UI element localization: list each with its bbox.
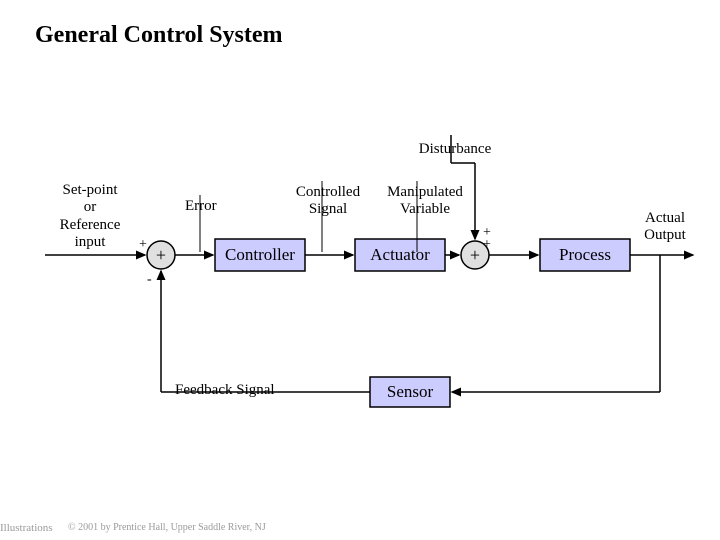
controller-label: Controller (225, 245, 295, 264)
error-label: Error (185, 198, 217, 215)
sum1-minus-sign: - (147, 272, 152, 288)
controlled-signal-label: Controlled Signal (288, 184, 368, 219)
sum1-plus-sign: + (139, 237, 147, 253)
actual-output-label: Actual Output (635, 210, 695, 245)
actuator-label: Actuator (370, 245, 430, 264)
feedback-signal-label: Feedback Signal (175, 382, 275, 399)
sum2-plus-left: + (483, 237, 491, 253)
sensor-label: Sensor (387, 382, 434, 401)
setpoint-label: Set-point or Reference input (50, 182, 130, 251)
sum2-center: + (470, 245, 480, 265)
sum1-center: + (156, 245, 166, 265)
manipulated-variable-label: Manipulated Variable (380, 184, 470, 219)
footer-left: Illustrations (0, 522, 53, 534)
disturbance-label: Disturbance (400, 141, 510, 158)
diagram-svg: + + Controller Actuator Process Sensor (0, 0, 720, 540)
process-label: Process (559, 245, 611, 264)
footer-right: © 2001 by Prentice Hall, Upper Saddle Ri… (68, 522, 266, 533)
